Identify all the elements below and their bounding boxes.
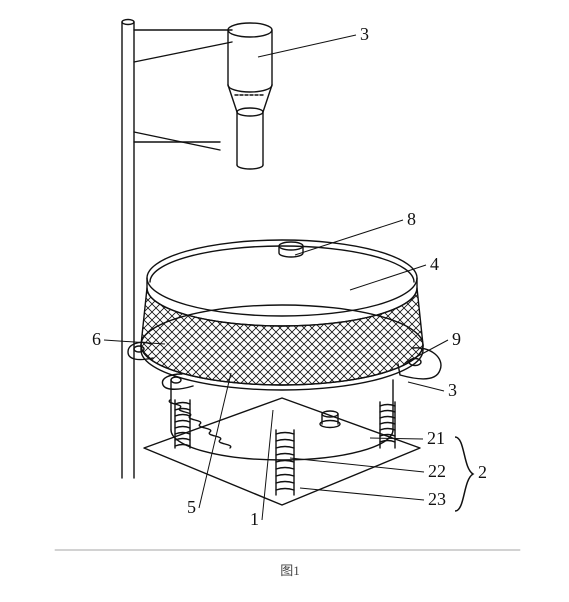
lbl-1: 1 (250, 509, 259, 529)
pole-arm-top (134, 30, 232, 62)
lbl-9: 9 (452, 329, 461, 349)
lbl-4: 4 (430, 254, 439, 274)
lbl-3-right: 3 (448, 380, 457, 400)
svg-text:2: 2 (478, 462, 487, 482)
hopper-3 (228, 23, 272, 169)
spring-center-23 (276, 430, 294, 495)
figure-diagram: 3 8 4 6 9 3 5 1 21 22 23 2 图1 (0, 0, 569, 602)
lbl-22: 22 (428, 461, 446, 481)
lbl-5: 5 (187, 497, 196, 517)
knob-8 (279, 242, 303, 257)
sieve-body (128, 240, 441, 505)
bracket-2: 2 (455, 437, 487, 511)
lbl-21: 21 (427, 428, 445, 448)
pole-arm-bottom (134, 132, 220, 150)
drum-1 (171, 380, 393, 460)
figure-caption: 图1 (280, 563, 300, 578)
pole (122, 20, 134, 479)
lbl-3-top: 3 (360, 24, 369, 44)
lbl-8: 8 (407, 209, 416, 229)
lbl-6: 6 (92, 329, 101, 349)
lbl-23: 23 (428, 489, 446, 509)
